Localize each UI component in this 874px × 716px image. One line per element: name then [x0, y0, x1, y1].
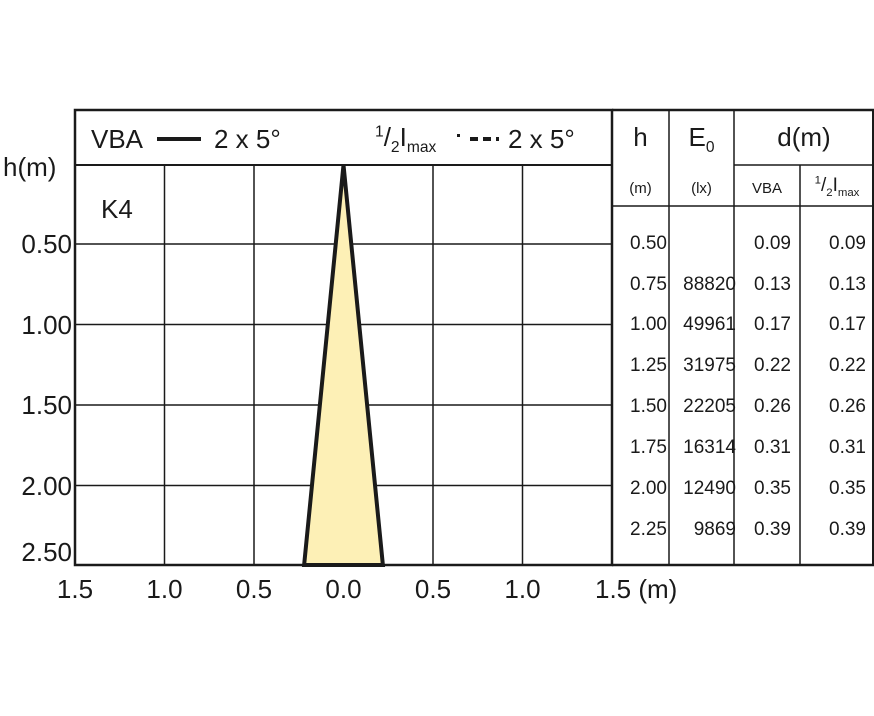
cell-h: 1.50 [630, 396, 667, 417]
cell-vba: 0.13 [754, 274, 791, 295]
cell-h: 1.75 [630, 437, 667, 458]
cell-h: 2.25 [630, 519, 667, 540]
cell-e: 49961 [683, 314, 736, 335]
y-tick-label: 1.50 [21, 390, 72, 420]
cell-e: 31975 [683, 355, 736, 376]
table-col-e: E0 [669, 122, 734, 155]
x-tick-label: 0.5 [414, 574, 452, 604]
cell-e: 9869 [693, 519, 736, 540]
col-e-main: E [688, 122, 706, 152]
y-tick-label: 0.50 [21, 229, 72, 259]
table-unit-h: (m) [629, 180, 652, 197]
table-unit-e: (lx) [691, 180, 712, 197]
cell-h: 0.75 [630, 274, 667, 295]
cell-h: 2.00 [630, 478, 667, 499]
cell-e: 22205 [683, 396, 736, 417]
y-tick-label: 1.00 [21, 310, 72, 340]
cell-vba: 0.31 [754, 437, 791, 458]
table-unit-half: 1/2Imax [814, 174, 860, 199]
x-tick-label: 1.5 (m) [595, 574, 678, 604]
cell-h: 1.00 [630, 314, 667, 335]
table-col-h: h [633, 122, 648, 152]
y-tick-label: 2.00 [21, 471, 72, 501]
cell-half: 0.39 [829, 519, 866, 540]
cell-h: 1.25 [630, 355, 667, 376]
cell-half: 0.26 [829, 396, 866, 417]
cell-vba: 0.09 [754, 233, 791, 254]
legend-dot [457, 134, 460, 137]
table-unit-vba: VBA [751, 180, 782, 197]
cell-e: 16314 [683, 437, 736, 458]
y-axis-label: h(m) [3, 152, 57, 182]
cell-vba: 0.39 [754, 519, 791, 540]
cell-half: 0.22 [829, 355, 866, 376]
x-tick-label: 0.5 [235, 574, 273, 604]
cell-half: 0.13 [829, 274, 866, 295]
unit-half-sub: 2 [826, 186, 833, 199]
cell-e: 12490 [683, 478, 736, 499]
y-tick-label: 2.50 [21, 537, 72, 567]
cell-vba: 0.17 [754, 314, 791, 335]
beam-cone [301, 164, 386, 567]
legend-half-label: 1/2Imax [375, 122, 437, 157]
legend-vba-label: VBA [91, 124, 144, 154]
table-lines [612, 108, 874, 567]
x-tick-label: 0.0 [325, 574, 362, 604]
cell-e: 88820 [683, 274, 736, 295]
cell-vba: 0.26 [754, 396, 791, 417]
cell-vba: 0.22 [754, 355, 791, 376]
unit-half-sup: 1 [814, 174, 821, 187]
col-e-sub: 0 [705, 139, 715, 157]
unit-half-sub2: max [837, 186, 860, 199]
x-tick-label: 1.0 [146, 574, 183, 604]
x-tick-label: 1.5 [56, 574, 94, 604]
product-label: K4 [101, 194, 133, 224]
half-sub2: max [406, 139, 437, 157]
plot-frame [73, 108, 614, 567]
x-tick-label: 1.0 [504, 574, 541, 604]
half-sub: 2 [390, 139, 400, 157]
cell-half: 0.09 [829, 233, 866, 254]
cell-half: 0.31 [829, 437, 866, 458]
legend-vba-angle: 2 x 5° [214, 124, 281, 154]
half-sup: 1 [375, 123, 384, 141]
cell-half: 0.17 [829, 314, 866, 335]
cell-h: 0.50 [630, 233, 667, 254]
cell-vba: 0.35 [754, 478, 791, 499]
legend-half-angle: 2 x 5° [508, 124, 575, 154]
half-main: I [399, 122, 407, 152]
cell-half: 0.35 [829, 478, 866, 499]
table-col-d: d(m) [777, 122, 831, 152]
unit-half-main: I [832, 175, 838, 196]
